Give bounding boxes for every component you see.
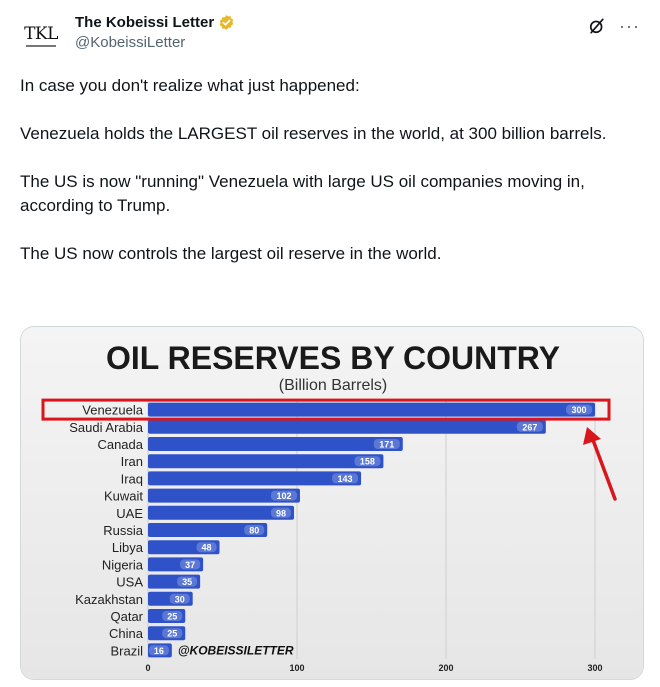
bar xyxy=(148,540,220,555)
chart-watermark: @KOBEISSILETTER xyxy=(178,643,294,657)
value-label: 171 xyxy=(379,440,394,450)
verified-badge-icon xyxy=(220,15,234,30)
display-name[interactable]: The Kobeissi Letter xyxy=(75,14,215,31)
value-pill xyxy=(270,490,297,501)
value-pill xyxy=(162,611,183,621)
bar xyxy=(148,609,186,623)
bar xyxy=(148,574,201,589)
grok-icon[interactable] xyxy=(587,16,607,36)
value-label: 37 xyxy=(185,560,195,570)
value-pill xyxy=(332,473,359,484)
bar xyxy=(148,505,295,520)
value-pill xyxy=(244,525,265,535)
tweet-header: TKL The Kobeissi Letter @KobeissiLetter … xyxy=(20,10,640,60)
x-tick-label: 200 xyxy=(438,663,453,673)
value-pill xyxy=(148,645,169,656)
tweet-media[interactable]: OIL RESERVES BY COUNTRY (Billion Barrels… xyxy=(20,326,644,680)
avatar[interactable]: TKL xyxy=(20,15,62,57)
category-label: Iraq xyxy=(121,471,143,486)
bar xyxy=(148,523,268,537)
category-label: Libya xyxy=(112,540,144,555)
bar xyxy=(148,557,204,572)
value-pill xyxy=(177,576,198,587)
category-label: Kazakhstan xyxy=(75,592,143,607)
bar xyxy=(148,437,403,451)
category-label: Nigeria xyxy=(102,557,144,572)
handle[interactable]: @KobeissiLetter xyxy=(75,34,186,51)
category-label: UAE xyxy=(116,506,143,521)
tweet-actions: ··· xyxy=(587,16,640,36)
highlight-box xyxy=(41,398,611,421)
x-tick-label: 300 xyxy=(587,663,602,673)
bar xyxy=(148,402,595,417)
bar xyxy=(148,591,193,606)
value-label: 102 xyxy=(276,491,291,501)
chart-background xyxy=(21,327,643,679)
tweet-paragraph: The US now controls the largest oil rese… xyxy=(20,244,442,263)
tweet-paragraph: In case you don't realize what just happ… xyxy=(20,76,360,95)
category-label: Venezuela xyxy=(82,403,143,418)
value-label: 25 xyxy=(167,612,177,622)
avatar-underline xyxy=(26,45,56,47)
category-label: Brazil xyxy=(110,643,143,658)
bar xyxy=(148,626,186,641)
value-label: 35 xyxy=(182,577,192,587)
x-tick-label: 100 xyxy=(289,663,304,673)
chart-subtitle: (Billion Barrels) xyxy=(279,377,387,394)
value-label: 80 xyxy=(249,526,259,536)
value-pill xyxy=(180,559,201,570)
category-label: Kuwait xyxy=(104,489,143,504)
tweet-text: In case you don't realize what just happ… xyxy=(20,74,640,290)
bar xyxy=(148,419,546,434)
category-label: China xyxy=(109,626,144,641)
value-label: 143 xyxy=(338,474,353,484)
category-label: Qatar xyxy=(110,609,143,624)
value-label: 158 xyxy=(360,457,375,467)
avatar-monogram: TKL xyxy=(24,24,58,44)
value-label: 30 xyxy=(175,594,185,604)
value-pill xyxy=(196,542,217,553)
x-tick-label: 0 xyxy=(145,663,150,673)
highlight-arrow xyxy=(583,427,617,501)
more-icon[interactable]: ··· xyxy=(619,16,640,36)
oil-reserves-chart: OIL RESERVES BY COUNTRY (Billion Barrels… xyxy=(21,327,643,679)
value-label: 267 xyxy=(522,422,537,432)
value-label: 16 xyxy=(154,646,164,656)
tweet-paragraph: Venezuela holds the LARGEST oil reserves… xyxy=(20,124,607,143)
category-label: Canada xyxy=(97,437,143,452)
value-pill xyxy=(373,439,400,449)
category-label: Russia xyxy=(103,523,144,538)
chart-title: OIL RESERVES BY COUNTRY xyxy=(106,340,560,376)
value-label: 300 xyxy=(571,405,586,415)
bar xyxy=(148,454,384,469)
value-pill xyxy=(162,628,183,639)
value-pill xyxy=(271,507,292,518)
bar xyxy=(148,643,172,658)
category-label: USA xyxy=(116,575,143,590)
author-info: The Kobeissi Letter @KobeissiLetter xyxy=(75,14,235,51)
value-pill xyxy=(354,456,381,467)
bar xyxy=(148,488,300,503)
value-label: 98 xyxy=(276,508,286,518)
value-pill xyxy=(516,421,543,432)
value-pill xyxy=(169,593,190,604)
tweet-paragraph: The US is now "running" Venezuela with l… xyxy=(20,172,585,215)
value-label: 25 xyxy=(167,629,177,639)
value-pill xyxy=(566,404,592,415)
category-label: Iran xyxy=(121,454,143,469)
value-label: 48 xyxy=(202,543,212,553)
name-row: The Kobeissi Letter xyxy=(75,14,235,31)
bar xyxy=(148,471,362,486)
category-label: Saudi Arabia xyxy=(69,420,143,435)
